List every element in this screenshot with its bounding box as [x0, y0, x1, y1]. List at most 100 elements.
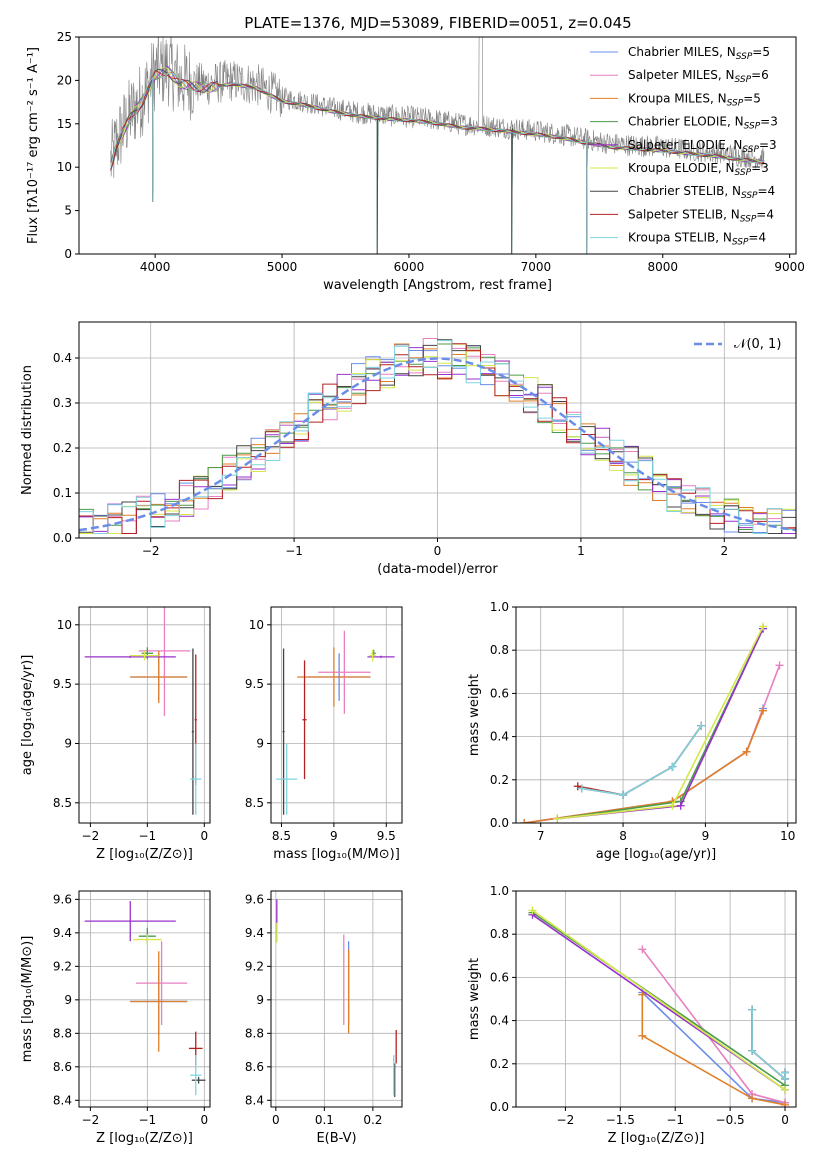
figure-title: PLATE=1376, MJD=53089, FIBERID=0051, z=0… [244, 14, 631, 32]
y-tick-label: 0.4 [490, 1014, 509, 1028]
y-tick-label: 0.6 [490, 686, 509, 700]
x-tick-label: −0.5 [716, 1113, 745, 1127]
panel-age_vs_mass: 8.5 9 9.5 8.5 9 9.5 10 mass [log₁₀(M/M⊙)] [245, 606, 403, 862]
y-tick-label: 1.0 [490, 884, 509, 898]
legend-sub: SSP [732, 238, 749, 248]
y-tick-label: 10 [249, 618, 264, 632]
y-tick-label: 9.5 [245, 677, 264, 691]
x-axis-label: age [log₁₀(age/yr)] [596, 847, 717, 862]
x-tick-label: 7 [537, 829, 545, 843]
x-tick-label: 0 [200, 829, 208, 843]
y-tick-label: 9 [256, 993, 264, 1007]
x-tick-label: −1 [138, 829, 156, 843]
x-tick-label: 0.1 [315, 1113, 334, 1127]
legend-prefix: Kroupa STELIB, N [628, 231, 732, 245]
x-tick-label: 8.5 [272, 829, 291, 843]
x-tick-label: 1 [577, 544, 585, 558]
legend-sub: SSP [736, 52, 753, 62]
y-tick-label: 9.4 [245, 926, 264, 940]
legend-entry: 𝒩(0, 1) [734, 337, 781, 352]
x-tick-label: −2 [557, 1113, 575, 1127]
panel-massweight_vs_age: 7 8 9 10 0.0 0.2 0.4 0.6 0.8 1.0 age [log₁₀(age/yr… [467, 600, 797, 862]
y-tick-label: 8.6 [245, 1060, 264, 1074]
panel-mass_vs_EBV: 0 0.1 0.2 8.4 8.6 8.8 9 9.2 9.4 9.6 E(B-V) [245, 890, 403, 1146]
y-axis-label: mass weight [467, 958, 482, 1040]
x-tick-label: 9000 [774, 260, 805, 274]
x-tick-label: −2 [82, 1113, 100, 1127]
axes-frame [270, 890, 403, 1108]
chart-layer: 4000 5000 6000 7000 8000 90000510152025wavele… [20, 30, 805, 1146]
y-tick-label: 20 [57, 73, 72, 87]
y-tick-label: 0.4 [490, 730, 509, 744]
plot-area-mass_vs_EBV [276, 899, 397, 1097]
plot-area-residual_hist [79, 338, 796, 534]
y-tick-label: 0.0 [490, 1100, 509, 1114]
x-axis-label: Z [log₁₀(Z/Z⊙)] [96, 847, 193, 862]
plot-area-massweight_vs_age [520, 622, 784, 823]
x-tick-label: 6000 [394, 260, 425, 274]
legend-entry: Chabrier MILES, NSSP=5 [628, 45, 770, 62]
mass-weight-marker [553, 814, 562, 823]
mass-weight-marker [781, 1068, 790, 1077]
legend-sub: SSP [744, 122, 761, 132]
y-tick-label: 0.2 [490, 1057, 509, 1071]
legend-entry: Salpeter STELIB, NSSP=4 [628, 207, 774, 224]
mass-weight-marker [619, 790, 628, 799]
x-tick-label: −1 [666, 1113, 684, 1127]
legend-prefix: Salpeter MILES, N [628, 68, 735, 82]
y-tick-label: 1.0 [490, 600, 509, 614]
y-axis-label: age [log₁₀(age/yr)] [20, 655, 35, 776]
mass-weight-line-5 [532, 909, 786, 1091]
legend-entry: Salpeter MILES, NSSP=6 [628, 68, 769, 85]
x-tick-label: 0.2 [363, 1113, 382, 1127]
axes-frame [515, 606, 797, 824]
y-tick-label: 10 [57, 160, 72, 174]
plot-area-age_vs_Z [84, 607, 202, 815]
plot-area-spectrum [110, 37, 765, 254]
mass-weight-marker [775, 661, 784, 670]
y-tick-label: 8.4 [53, 1093, 72, 1107]
x-tick-label: 0 [200, 1113, 208, 1127]
normal-curve [79, 357, 796, 532]
legend-sub: SSP [742, 145, 759, 155]
legend-suffix: =4 [748, 231, 766, 245]
mass-weight-line-8 [751, 1009, 786, 1081]
mass-weight-marker [759, 706, 768, 715]
mass-weight-marker [668, 762, 677, 771]
y-tick-label: 9 [256, 736, 264, 750]
mass-weight-marker [638, 990, 647, 999]
x-axis-label: Z [log₁₀(Z/Z⊙)] [96, 1131, 193, 1146]
y-axis-label: Normed distribution [20, 365, 35, 495]
mass-weight-marker [668, 801, 677, 810]
y-tick-label: 9.2 [245, 959, 264, 973]
legend-suffix: =3 [759, 138, 777, 152]
legend-suffix: =3 [760, 115, 778, 129]
legend-suffix: =4 [756, 207, 774, 221]
y-tick-label: 0.0 [53, 531, 72, 545]
legend-suffix: =6 [751, 68, 769, 82]
y-axis-label: mass [log₁₀(M/M⊙)] [20, 936, 35, 1063]
x-tick-label: −2 [142, 544, 160, 558]
y-tick-label: 0.2 [490, 773, 509, 787]
legend-entry: Kroupa ELODIE, NSSP=3 [628, 161, 769, 178]
model-spectrum-series-6 [110, 68, 765, 254]
y-tick-label: 0.8 [490, 927, 509, 941]
legend-suffix: =5 [752, 45, 770, 59]
legend-entry: Kroupa STELIB, NSSP=4 [628, 231, 766, 248]
y-axis-label: Flux [fλ10⁻¹⁷ erg cm⁻² s⁻¹ A⁻¹] [26, 47, 41, 244]
x-tick-label: 8000 [647, 260, 678, 274]
y-tick-label: 9.4 [53, 926, 72, 940]
legend-entry: Chabrier STELIB, NSSP=4 [628, 184, 775, 201]
y-tick-label: 0.1 [53, 486, 72, 500]
model-spectrum-series-7 [110, 70, 765, 254]
panel-age_vs_Z: −2 −1 0 8.5 9 9.5 10 Z [log₁₀(Z/Z⊙)] age [log₁₀(… [20, 606, 211, 862]
mass-weight-marker [638, 1031, 647, 1040]
y-tick-label: 0.4 [53, 351, 72, 365]
histogram-series-8 [79, 340, 796, 534]
axes-frame [78, 606, 211, 824]
mass-weight-line-6 [751, 1009, 786, 1081]
plot-area-massweight_vs_Z [528, 906, 790, 1107]
y-tick-label: 0 [64, 247, 72, 261]
